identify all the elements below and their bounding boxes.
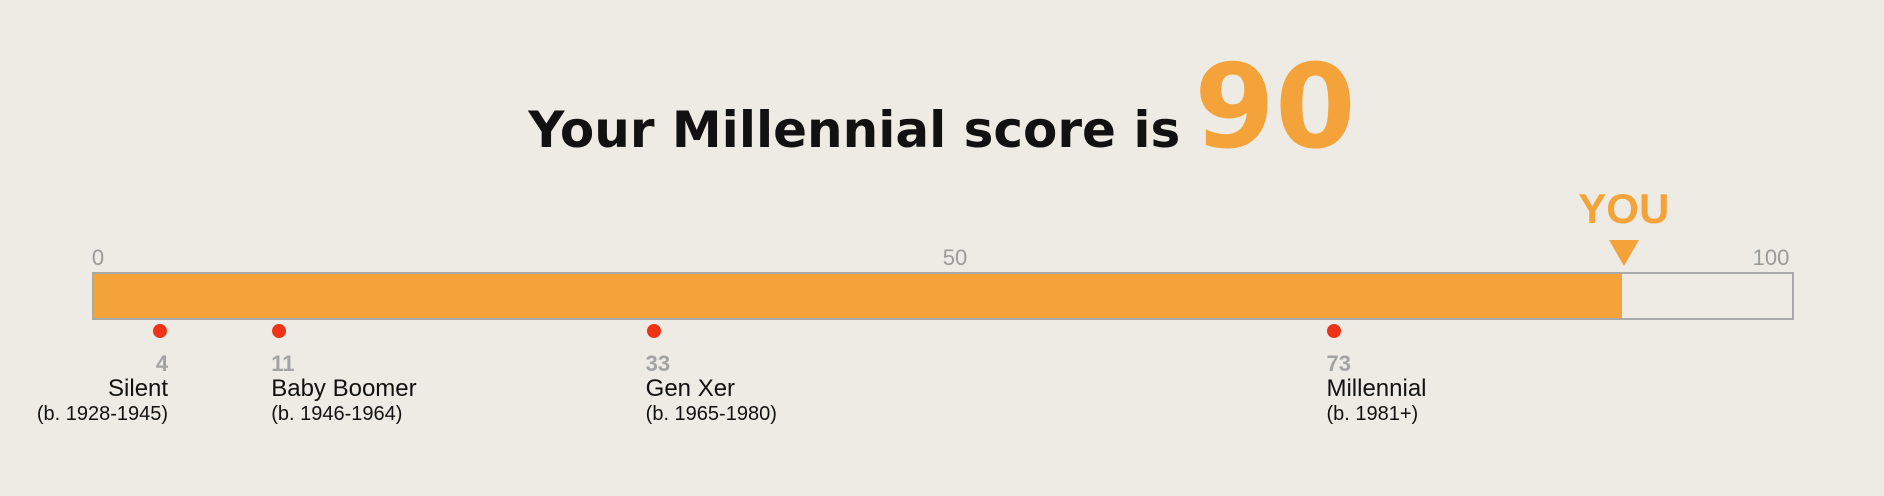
headline-score: 90 xyxy=(1194,40,1356,175)
generation-years: (b. 1928-1945) xyxy=(36,402,169,425)
headline-text: Your Millennial score is xyxy=(528,101,1181,159)
generation-dot xyxy=(646,324,661,338)
generation-years: (b. 1981+) xyxy=(1326,402,1419,425)
score-fill xyxy=(94,274,1623,318)
generation-name: Silent xyxy=(108,375,169,403)
generation-label-2: 33 Gen Xer (b. 1965-1980) xyxy=(645,351,777,425)
generation-score: 73 xyxy=(1326,351,1351,376)
generation-name: Gen Xer xyxy=(645,375,736,403)
generation-years: (b. 1946-1964) xyxy=(271,402,403,425)
generation-score: 33 xyxy=(645,351,671,376)
you-arrow-icon xyxy=(1608,240,1639,266)
scale-max-label: 100 xyxy=(1752,245,1790,270)
generation-dot xyxy=(272,324,287,338)
generation-label-1: 11 Baby Boomer (b. 1946-1964) xyxy=(271,351,417,425)
scale-mid-label: 50 xyxy=(942,245,968,270)
generation-score: 4 xyxy=(155,351,169,376)
scale-min-label: 0 xyxy=(91,245,105,270)
generation-label-3: 73 Millennial (b. 1981+) xyxy=(1326,351,1427,425)
score-track xyxy=(92,272,1794,320)
generation-score: 11 xyxy=(271,351,295,376)
score-headline: Your Millennial score is 90 xyxy=(0,50,1884,166)
you-label: YOU xyxy=(1578,185,1670,232)
generation-dot xyxy=(153,324,168,338)
generation-dot xyxy=(1327,324,1342,338)
generation-label-0: 4 Silent (b. 1928-1945) xyxy=(36,351,169,425)
generation-years: (b. 1965-1980) xyxy=(645,402,777,425)
generation-name: Millennial xyxy=(1326,375,1427,403)
generation-name: Baby Boomer xyxy=(271,375,417,403)
